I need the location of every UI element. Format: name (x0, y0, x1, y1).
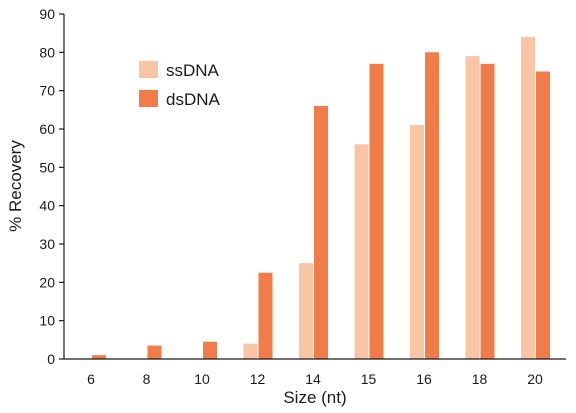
y-tick-label: 70 (39, 83, 55, 99)
bar-dsdna-10 (203, 341, 217, 359)
x-tick-label: 14 (305, 371, 321, 387)
x-tick-label: 20 (527, 371, 543, 387)
bar-dsdna-20 (536, 71, 550, 359)
y-tick-label: 30 (39, 236, 55, 252)
y-tick-label: 20 (39, 274, 55, 290)
bar-dsdna-16 (425, 52, 439, 359)
bar-ssdna-15 (354, 144, 369, 359)
x-tick-label: 12 (250, 371, 266, 387)
x-tick-label: 6 (87, 371, 95, 387)
bar-ssdna-16 (410, 125, 424, 360)
y-tick-label: 60 (39, 121, 55, 137)
bar-dsdna-6 (92, 355, 106, 359)
bar-ssdna-12 (243, 343, 258, 359)
x-tick-label: 8 (143, 371, 151, 387)
y-tick-label: 90 (39, 6, 55, 22)
bar-ssdna-14 (299, 263, 313, 359)
y-axis-title: % Recovery (6, 140, 25, 232)
legend-label-dsdna: dsDNA (166, 90, 221, 109)
x-tick-label: 18 (472, 371, 488, 387)
bar-dsdna-14 (314, 106, 328, 359)
x-tick-label: 10 (194, 371, 210, 387)
x-axis-title: Size (nt) (283, 388, 346, 407)
legend-swatch-dsdna (139, 90, 158, 107)
bar-dsdna-15 (369, 63, 384, 359)
y-tick-label: 80 (39, 44, 55, 60)
x-tick-label: 16 (416, 371, 432, 387)
bars-layer (92, 37, 550, 360)
x-tick-label: 15 (361, 371, 377, 387)
bar-ssdna-18 (465, 56, 480, 360)
bar-ssdna-20 (521, 37, 535, 359)
y-tick-label: 40 (39, 198, 55, 214)
bar-dsdna-12 (258, 272, 273, 359)
y-tick-label: 50 (39, 159, 55, 175)
y-tick-label: 10 (39, 313, 55, 329)
legend-label-ssdna: ssDNA (166, 61, 220, 80)
y-ticks: 0 10 20 30 40 50 60 70 80 90 (39, 6, 64, 367)
bar-dsdna-18 (480, 63, 495, 359)
bar-dsdna-8 (147, 345, 162, 359)
legend-swatch-ssdna (139, 61, 158, 78)
legend: ssDNA dsDNA (139, 61, 221, 109)
x-ticks: 6 8 10 12 14 15 16 18 20 (87, 371, 543, 387)
y-tick-label: 0 (47, 351, 55, 367)
